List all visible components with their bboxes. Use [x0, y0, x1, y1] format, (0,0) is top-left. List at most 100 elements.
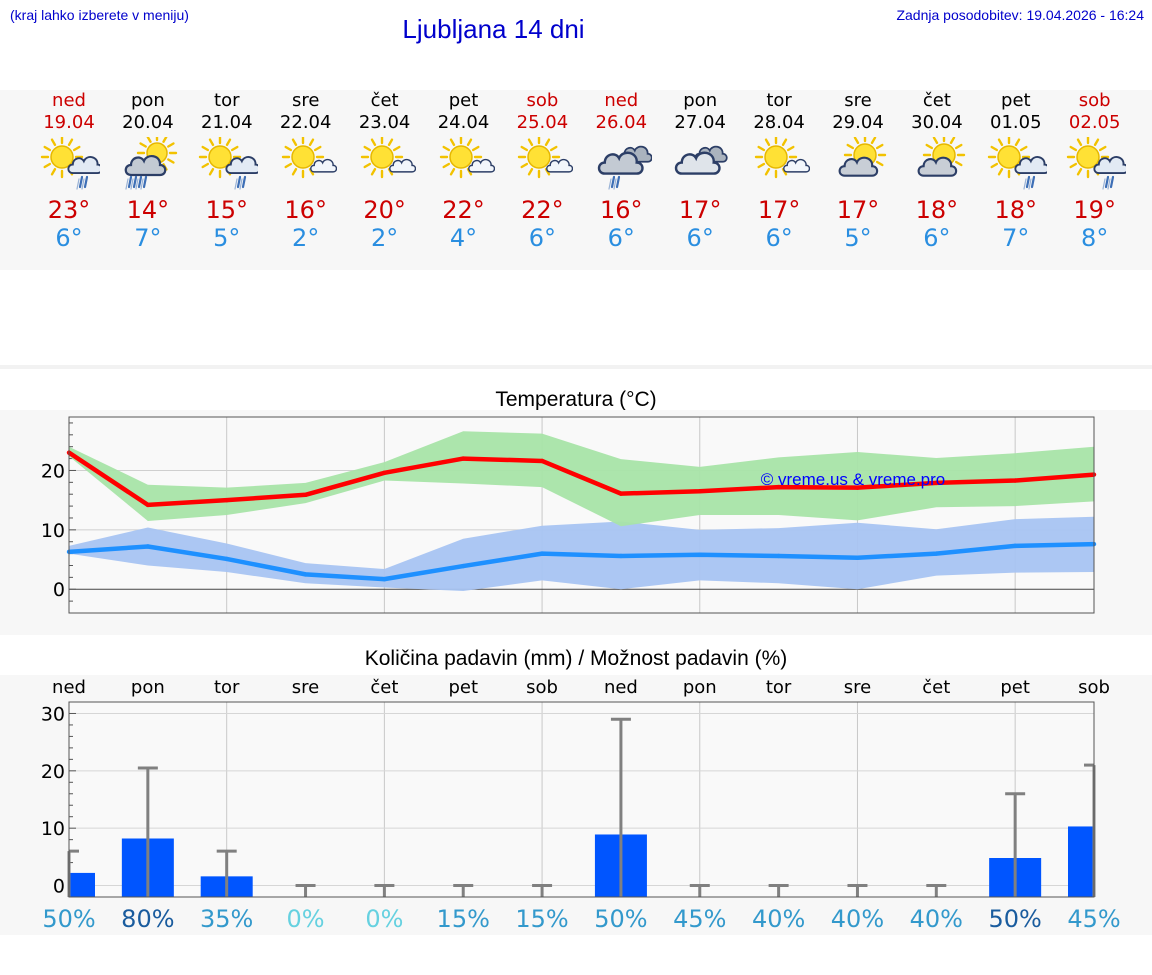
min-temp: 6°: [607, 224, 635, 252]
sun-ray: [308, 138, 314, 147]
y-tick-label: 0: [53, 579, 65, 601]
max-temp: 17°: [678, 196, 722, 224]
cloud-shape: [675, 151, 721, 175]
last-update: Zadnja posodobitev: 19.04.2026 - 16:24: [896, 7, 1144, 23]
sun-cloud-rain-icon: [1066, 137, 1126, 190]
sun-ray: [1019, 145, 1028, 152]
copyright-watermark: © vreme.us & vreme.pro: [761, 470, 945, 489]
precipitation-chart: 0 10 20 30 ned pon tor sre čet pet sob ned pon tor sre…: [41, 677, 1121, 933]
rain-drop: [135, 178, 139, 190]
precipitation-probability: 35%: [200, 905, 253, 933]
min-temp: 6°: [55, 224, 83, 252]
sun-cloud-rain-icon: [198, 137, 258, 190]
precipitation-probability: 50%: [988, 905, 1041, 933]
rain-drop: [239, 178, 243, 190]
min-temp-point: [1012, 543, 1018, 549]
day-date: 01.05: [990, 112, 1042, 133]
sun-small-cloud-icon: [360, 137, 416, 179]
day-forecast: pon 27.04 17° 6°: [661, 90, 739, 252]
plot-frame: [68, 416, 1095, 614]
precipitation-probability: 15%: [437, 905, 490, 933]
min-temp: 2°: [292, 224, 320, 252]
sun-ray: [284, 162, 292, 169]
sun-ray: [50, 167, 57, 176]
min-temp-point: [303, 572, 308, 577]
day-name: pon: [683, 90, 718, 111]
x-day-label: sre: [844, 677, 871, 698]
last-update-value: 19.04.2026 - 16:24: [1026, 7, 1144, 23]
cloud-shape: [1093, 156, 1126, 175]
day-date: 19.04: [43, 112, 95, 133]
sun-ray: [764, 138, 771, 147]
day-date: 25.04: [516, 112, 569, 133]
sun-ray: [550, 145, 558, 152]
day-name: ned: [52, 90, 86, 111]
max-temp-point: [539, 458, 545, 464]
cloud-outline: [783, 158, 811, 173]
min-temp-point: [776, 553, 781, 559]
x-day-label: ned: [52, 677, 86, 698]
sun-ray: [441, 145, 450, 152]
min-temp-point: [855, 555, 860, 560]
rain-drops: [234, 175, 246, 190]
sun-ray: [528, 138, 534, 147]
sun-ray: [787, 145, 795, 152]
rain-drop: [1102, 178, 1106, 190]
day-name: sob: [1078, 90, 1111, 111]
sun-ray: [225, 138, 231, 147]
day-forecast: pet 01.05 18° 7°: [977, 90, 1055, 252]
daily-forecast-strip: ned 19.04 23° 6° pon 20.04 14° 7° tor 21.04 15° 5° s…: [0, 90, 1152, 270]
sun-cloud-rain-icon: [987, 137, 1047, 190]
sun-ray: [230, 145, 239, 152]
rain-drop: [616, 175, 621, 189]
sun-shape: [40, 137, 84, 179]
sun-ray: [43, 162, 52, 169]
min-temp: 6°: [686, 224, 714, 252]
day-name: sre: [291, 90, 320, 111]
sun-ray: [1076, 167, 1082, 176]
sun-ray: [449, 138, 455, 147]
rain-drop: [1023, 178, 1027, 190]
max-temp-point: [382, 470, 387, 476]
sun-ray: [441, 162, 450, 169]
sun-ray: [954, 160, 963, 167]
sun-ray: [67, 138, 74, 147]
day-date: 02.05: [1068, 112, 1121, 133]
rain-drops: [608, 175, 621, 190]
x-day-label: čet: [922, 677, 950, 698]
sun-disc: [50, 145, 74, 169]
max-temp-line: [67, 450, 1095, 508]
sun-ray: [363, 145, 371, 152]
min-temp-point: [618, 553, 624, 559]
rain-drops: [1023, 175, 1035, 190]
day-forecast: sob 02.05 19° 8°: [1056, 90, 1134, 252]
rain-drop: [76, 178, 80, 190]
cloud-shape: [467, 158, 495, 173]
x-day-label: pet: [1000, 677, 1030, 698]
x-day-label: ned: [604, 677, 638, 698]
precipitation-probability: 45%: [673, 905, 726, 933]
min-temp: 6°: [765, 224, 793, 252]
sun-ray: [1098, 145, 1107, 152]
min-temp: 7°: [1002, 224, 1030, 252]
min-temp: 7°: [134, 224, 162, 252]
day-forecast: sre 29.04 17° 5°: [819, 90, 897, 252]
x-day-label: pon: [683, 677, 717, 698]
sun-small-cloud-icon: [439, 137, 495, 179]
sun-ray: [846, 143, 855, 150]
rain-drop: [1109, 175, 1114, 189]
sun-ray: [139, 142, 147, 148]
cloud-outline: [1014, 156, 1047, 175]
min-temp-point: [697, 552, 702, 557]
day-forecast: tor 28.04 17° 6°: [740, 90, 818, 252]
max-temp: 22°: [442, 196, 485, 224]
day-name: sre: [844, 90, 872, 111]
max-temp: 17°: [757, 196, 801, 224]
min-temp: 8°: [1081, 224, 1109, 252]
rain-drop: [78, 175, 84, 189]
min-temp-line: [68, 541, 1095, 582]
sun-small-cloud-icon: [518, 137, 574, 179]
sun-big-cloud-icon: [838, 137, 887, 177]
sun-ray: [466, 138, 472, 147]
x-day-label: pon: [131, 677, 165, 698]
